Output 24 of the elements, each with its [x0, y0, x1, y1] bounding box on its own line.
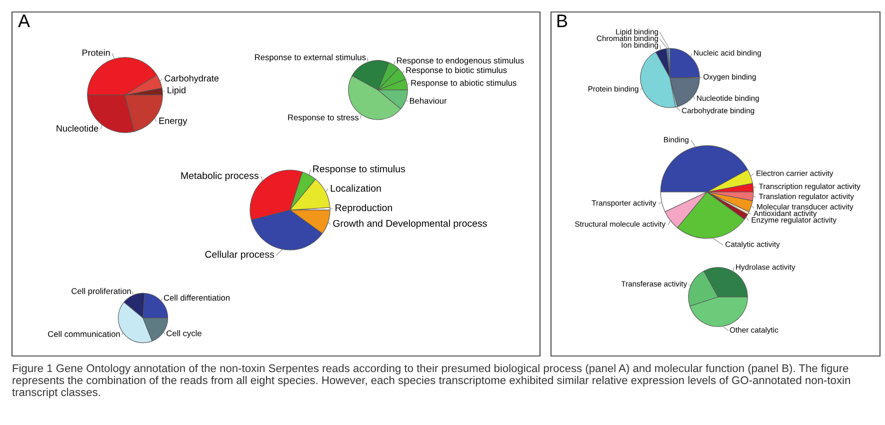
- slice-label: Lipid: [168, 86, 186, 96]
- chart-title: B: [557, 14, 568, 28]
- slice-label: Carbohydrate: [164, 74, 219, 84]
- slice-label: Energy: [159, 118, 188, 126]
- slice-label: Reproduction: [336, 204, 392, 214]
- slice-label: Localization: [330, 184, 381, 192]
- slice-label: Cell communication: [48, 330, 120, 337]
- slice-label: Protein: [82, 49, 110, 56]
- slice-label: Growth and Developmental process: [333, 220, 487, 229]
- caption: Figure 1 Gene Ontology annotation of the non-toxin Serpentes reads according to their presumed biological process (panel A) and molecular function (panel B). The figure represents the combination of the reads from all eight species. However, each species transcriptome exhibited similar relative expression levels of GO-annotated non-toxin transcript classes.: [12, 364, 850, 398]
- slice-label: Response to biotic stimulus: [406, 66, 507, 75]
- text: A: [18, 14, 30, 28]
- slice-label: Cellular process: [205, 250, 274, 260]
- slice-label: Response to endogenous stimulus: [396, 57, 524, 66]
- slice-label: Metabolic process: [181, 172, 258, 181]
- slice-label: Nucleotide: [56, 124, 98, 132]
- slice-label: Response to external stimulus: [255, 54, 366, 62]
- slice-label: Response to abiotic stimulus: [411, 80, 516, 88]
- slice-label: Response to stress: [288, 114, 359, 122]
- slice-label: Behaviour: [410, 98, 447, 104]
- slice-label: Cell cycle: [166, 330, 202, 338]
- slice-label: Cell proliferation: [72, 288, 131, 296]
- slice-label: Response to stimulus: [313, 165, 406, 174]
- slice-label: Cell differentiation: [164, 294, 230, 301]
